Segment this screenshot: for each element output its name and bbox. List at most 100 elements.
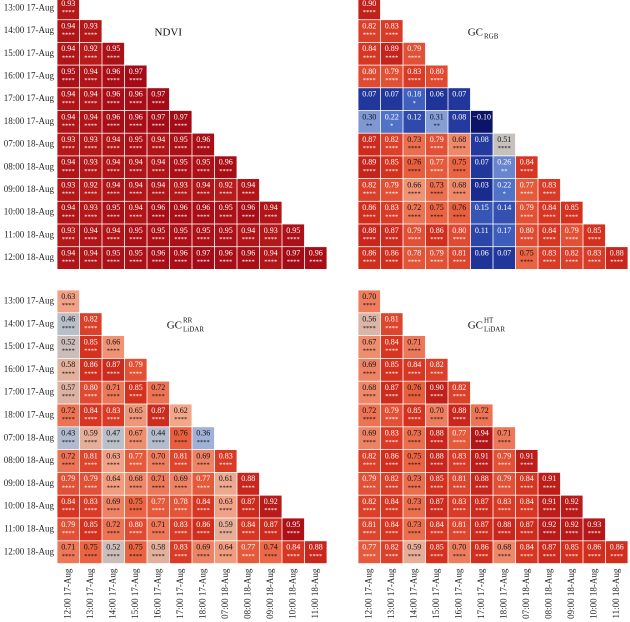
cell-significance: **** (408, 259, 421, 266)
cell-significance: **** (84, 507, 97, 514)
cell-significance: **** (385, 439, 398, 446)
panel-title-sup: HT (484, 317, 494, 325)
cell-value: 0.86 (475, 543, 489, 552)
cell-value: 0.87 (475, 497, 489, 506)
cell (380, 156, 403, 179)
cell-significance: **** (129, 370, 142, 377)
cell-significance: **** (107, 553, 120, 560)
cell (102, 450, 125, 472)
cell-value: 0.96 (106, 112, 120, 121)
cell-significance: **** (363, 325, 376, 332)
cell (470, 404, 493, 427)
cell-value: 0.85 (84, 520, 98, 529)
cell-significance: **** (197, 259, 210, 266)
cell-significance: **** (62, 462, 75, 469)
cell (493, 179, 516, 201)
cell (169, 472, 192, 495)
cell (515, 224, 538, 247)
cell (515, 156, 538, 179)
cell-value: 0.92 (84, 180, 98, 189)
cell-significance: **** (197, 507, 210, 514)
cell (425, 179, 448, 201)
cell-value: 0.96 (219, 249, 233, 258)
cell (380, 313, 403, 336)
cell-value: 0.94 (84, 67, 98, 76)
cell-value: 0.93 (61, 226, 75, 235)
cell-value: 0.72 (61, 451, 75, 460)
row-label: 07:00 18-Aug (4, 139, 55, 149)
cell (403, 495, 426, 518)
cell (448, 427, 471, 450)
cell-value: 0.46 (61, 315, 75, 324)
cell-value: 0.79 (385, 180, 399, 189)
cell-value: 0.81 (452, 474, 466, 483)
cell-significance: **** (62, 439, 75, 446)
cell (358, 290, 381, 313)
cell (259, 541, 282, 564)
cell (470, 224, 493, 247)
cell-value: 0.07 (497, 249, 511, 258)
cell-significance: **** (453, 393, 466, 400)
cell (493, 518, 516, 541)
cell-significance: **** (107, 77, 120, 84)
cell-value: 0.74 (264, 543, 278, 552)
cell-value: 0.83 (497, 497, 511, 506)
cell-significance: **** (242, 484, 255, 491)
cell-significance: **** (385, 348, 398, 355)
cell-significance: **** (152, 553, 165, 560)
cell-significance: **** (197, 191, 210, 198)
cell-value: 0.77 (520, 180, 534, 189)
cell (169, 247, 192, 269)
cell-value: 0.07 (362, 90, 376, 99)
cell-significance: **** (408, 213, 421, 220)
cell-significance: * (413, 100, 416, 107)
cell-value: 0.93 (61, 0, 75, 8)
cell (425, 472, 448, 495)
cell (102, 381, 125, 404)
column-label: 12:00 17-Aug (363, 568, 373, 619)
cell-value: 0.88 (309, 543, 323, 552)
cell-significance: **** (385, 191, 398, 198)
cell-significance: **** (453, 462, 466, 469)
cell-value: 0.95 (106, 203, 120, 212)
cell (79, 427, 102, 450)
cell-significance: **** (430, 439, 443, 446)
cell (214, 179, 237, 201)
cell (124, 472, 147, 495)
cell-value: 0.94 (475, 429, 489, 438)
cell-significance: **** (498, 145, 511, 152)
cell (448, 201, 471, 224)
cell-significance: **** (408, 236, 421, 243)
cell (425, 541, 448, 564)
cell-value: 0.44 (151, 429, 165, 438)
cell-significance: **** (107, 439, 120, 446)
cell-value: 0.84 (542, 226, 556, 235)
cell (169, 427, 192, 450)
row-label: 18:00 17-Aug (4, 409, 55, 419)
cell-value: 0.84 (407, 360, 421, 369)
cell-value: 0.80 (129, 520, 143, 529)
cell-value: 0.94 (106, 180, 120, 189)
cell-significance: **** (84, 325, 97, 332)
cell (124, 518, 147, 541)
cell-significance: **** (408, 530, 421, 537)
cell-significance: **** (520, 507, 533, 514)
cell (124, 133, 147, 156)
cell-value: 0.26 (497, 158, 511, 167)
cell-significance: **** (408, 145, 421, 152)
cell (124, 156, 147, 179)
cell-value: 0.87 (264, 520, 278, 529)
cell-value: 0.96 (241, 203, 255, 212)
cell (583, 247, 606, 269)
cell-significance: **** (197, 213, 210, 220)
column-label: 13:00 17-Aug (386, 568, 396, 619)
cell-value: 0.73 (407, 497, 421, 506)
cell-significance: **** (107, 507, 120, 514)
cell (192, 495, 215, 518)
cell (214, 224, 237, 247)
cell-significance: **** (543, 259, 556, 266)
cell-significance: **** (174, 122, 187, 129)
cell (538, 247, 561, 269)
cell-value: 0.86 (362, 249, 376, 258)
